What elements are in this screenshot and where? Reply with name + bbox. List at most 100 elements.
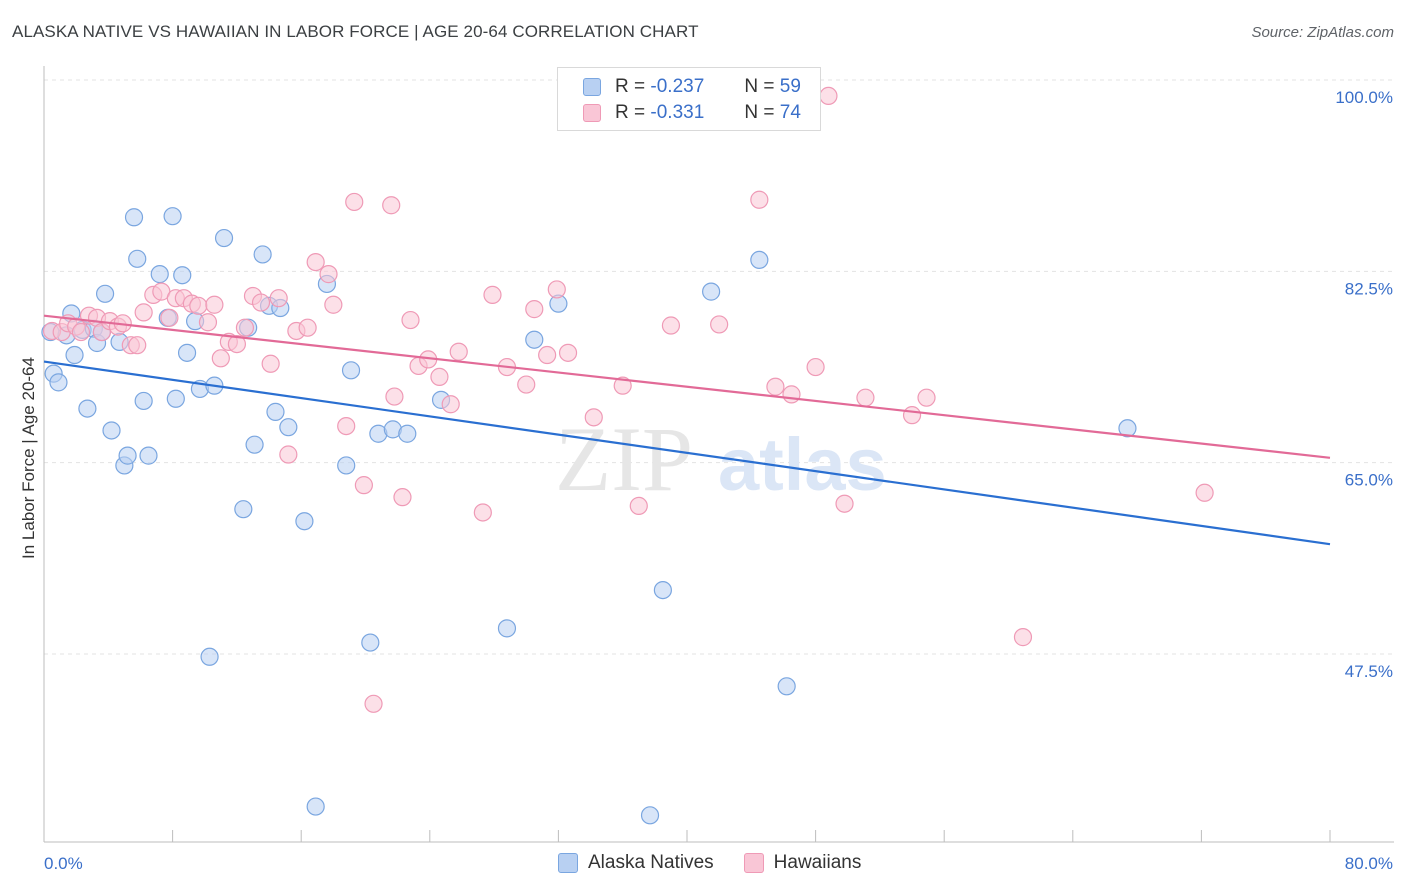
axes [43,66,1394,843]
legend-item-alaska-natives[interactable]: Alaska Natives [558,852,714,874]
point-alaska-natives [177,343,197,362]
trend-lines [43,314,1331,546]
point-alaska-natives [777,677,796,696]
data-points [41,86,1214,825]
watermark-atlas: atlas [718,423,887,506]
point-hawaiians [211,349,230,368]
point-hawaiians [364,694,383,713]
point-hawaiians [324,295,343,314]
chart-title: ALASKA NATIVE VS HAWAIIAN IN LABOR FORCE… [12,22,699,41]
point-hawaiians [198,313,218,332]
legend-n-label: N = [744,102,775,123]
legend-n-value-pink: 74 [779,102,801,123]
point-hawaiians [547,280,566,299]
legend-swatch-pink [583,104,601,122]
legend-r-label: R = [615,102,646,123]
point-alaska-natives [279,418,298,437]
point-hawaiians [189,296,208,315]
point-alaska-natives [1118,419,1137,438]
grid-lines [44,79,1394,655]
point-hawaiians [517,375,536,394]
point-hawaiians [1013,628,1033,647]
point-hawaiians [473,503,492,522]
point-alaska-natives [134,391,153,411]
point-alaska-natives [128,249,147,268]
legend-swatch-blue [558,853,578,873]
point-hawaiians [1195,483,1214,502]
legend-n-label: N = [744,76,775,97]
point-hawaiians [661,316,681,335]
point-hawaiians [525,300,544,319]
legend-item-hawaiians[interactable]: Hawaiians [743,852,861,874]
point-alaska-natives [361,633,380,652]
point-hawaiians [558,343,578,362]
point-alaska-natives [166,389,185,408]
trend-line-hawaiians [43,314,1331,459]
point-hawaiians [298,318,317,337]
point-hawaiians [782,385,801,404]
point-alaska-natives [118,446,137,465]
point-hawaiians [483,285,502,304]
point-hawaiians [128,336,147,355]
legend-swatch-blue [583,78,601,96]
point-alaska-natives [702,282,721,301]
point-hawaiians [134,303,153,322]
point-hawaiians [613,376,632,395]
point-hawaiians [584,408,603,427]
stats-legend: R = -0.237 N = 59 R = -0.331 N = 74 [557,67,821,131]
point-hawaiians [385,387,404,406]
legend-row-alaska: R = -0.237 N = 59 [583,75,801,99]
point-hawaiians [205,295,224,314]
source-credit: Source: ZipAtlas.com [1251,24,1394,41]
point-alaska-natives [78,399,97,418]
point-hawaiians [382,196,401,215]
y-tick-label: 82.5% [1345,279,1393,298]
point-alaska-natives [398,424,417,443]
point-alaska-natives [95,284,115,303]
legend-label-alaska-natives: Alaska Natives [588,852,714,873]
y-tick-label: 100.0% [1335,88,1393,107]
point-hawaiians [306,252,325,272]
point-hawaiians [401,310,420,330]
x-tick-label: 80.0% [1345,854,1393,873]
point-hawaiians [430,367,449,386]
point-hawaiians [750,190,769,209]
point-alaska-natives [163,207,182,226]
point-alaska-natives [306,797,325,816]
point-alaska-natives [253,245,272,264]
point-alaska-natives [341,361,361,380]
point-hawaiians [835,494,854,513]
legend-r-value-pink: -0.331 [650,102,705,123]
point-alaska-natives [245,435,264,454]
watermark-zip: ZIP [555,408,693,510]
point-hawaiians [160,308,179,327]
point-alaska-natives [214,228,234,248]
point-alaska-natives [750,250,769,270]
point-alaska-natives [102,421,121,440]
point-hawaiians [71,322,91,342]
point-hawaiians [279,445,298,464]
point-hawaiians [902,406,922,425]
legend-swatch-pink [743,853,764,873]
point-hawaiians [710,315,729,334]
point-hawaiians [235,318,255,337]
point-alaska-natives [65,345,84,365]
point-hawaiians [345,192,364,212]
point-hawaiians [227,334,246,354]
point-hawaiians [393,488,412,507]
point-alaska-natives [497,619,517,638]
point-hawaiians [806,357,825,377]
series-legend: Alaska Natives Hawaiians [558,852,891,874]
point-hawaiians [251,293,271,312]
point-alaska-natives [150,265,169,284]
point-hawaiians [856,388,875,407]
y-tick-label: 47.5% [1345,662,1393,681]
point-alaska-natives [337,456,356,475]
y-axis-title: In Labor Force | Age 20-64 [19,357,38,559]
trend-line-alaska-natives [43,360,1331,546]
legend-r-value-blue: -0.237 [650,76,705,97]
point-hawaiians [629,496,648,516]
point-hawaiians [337,416,356,436]
legend-r-label: R = [615,76,646,97]
